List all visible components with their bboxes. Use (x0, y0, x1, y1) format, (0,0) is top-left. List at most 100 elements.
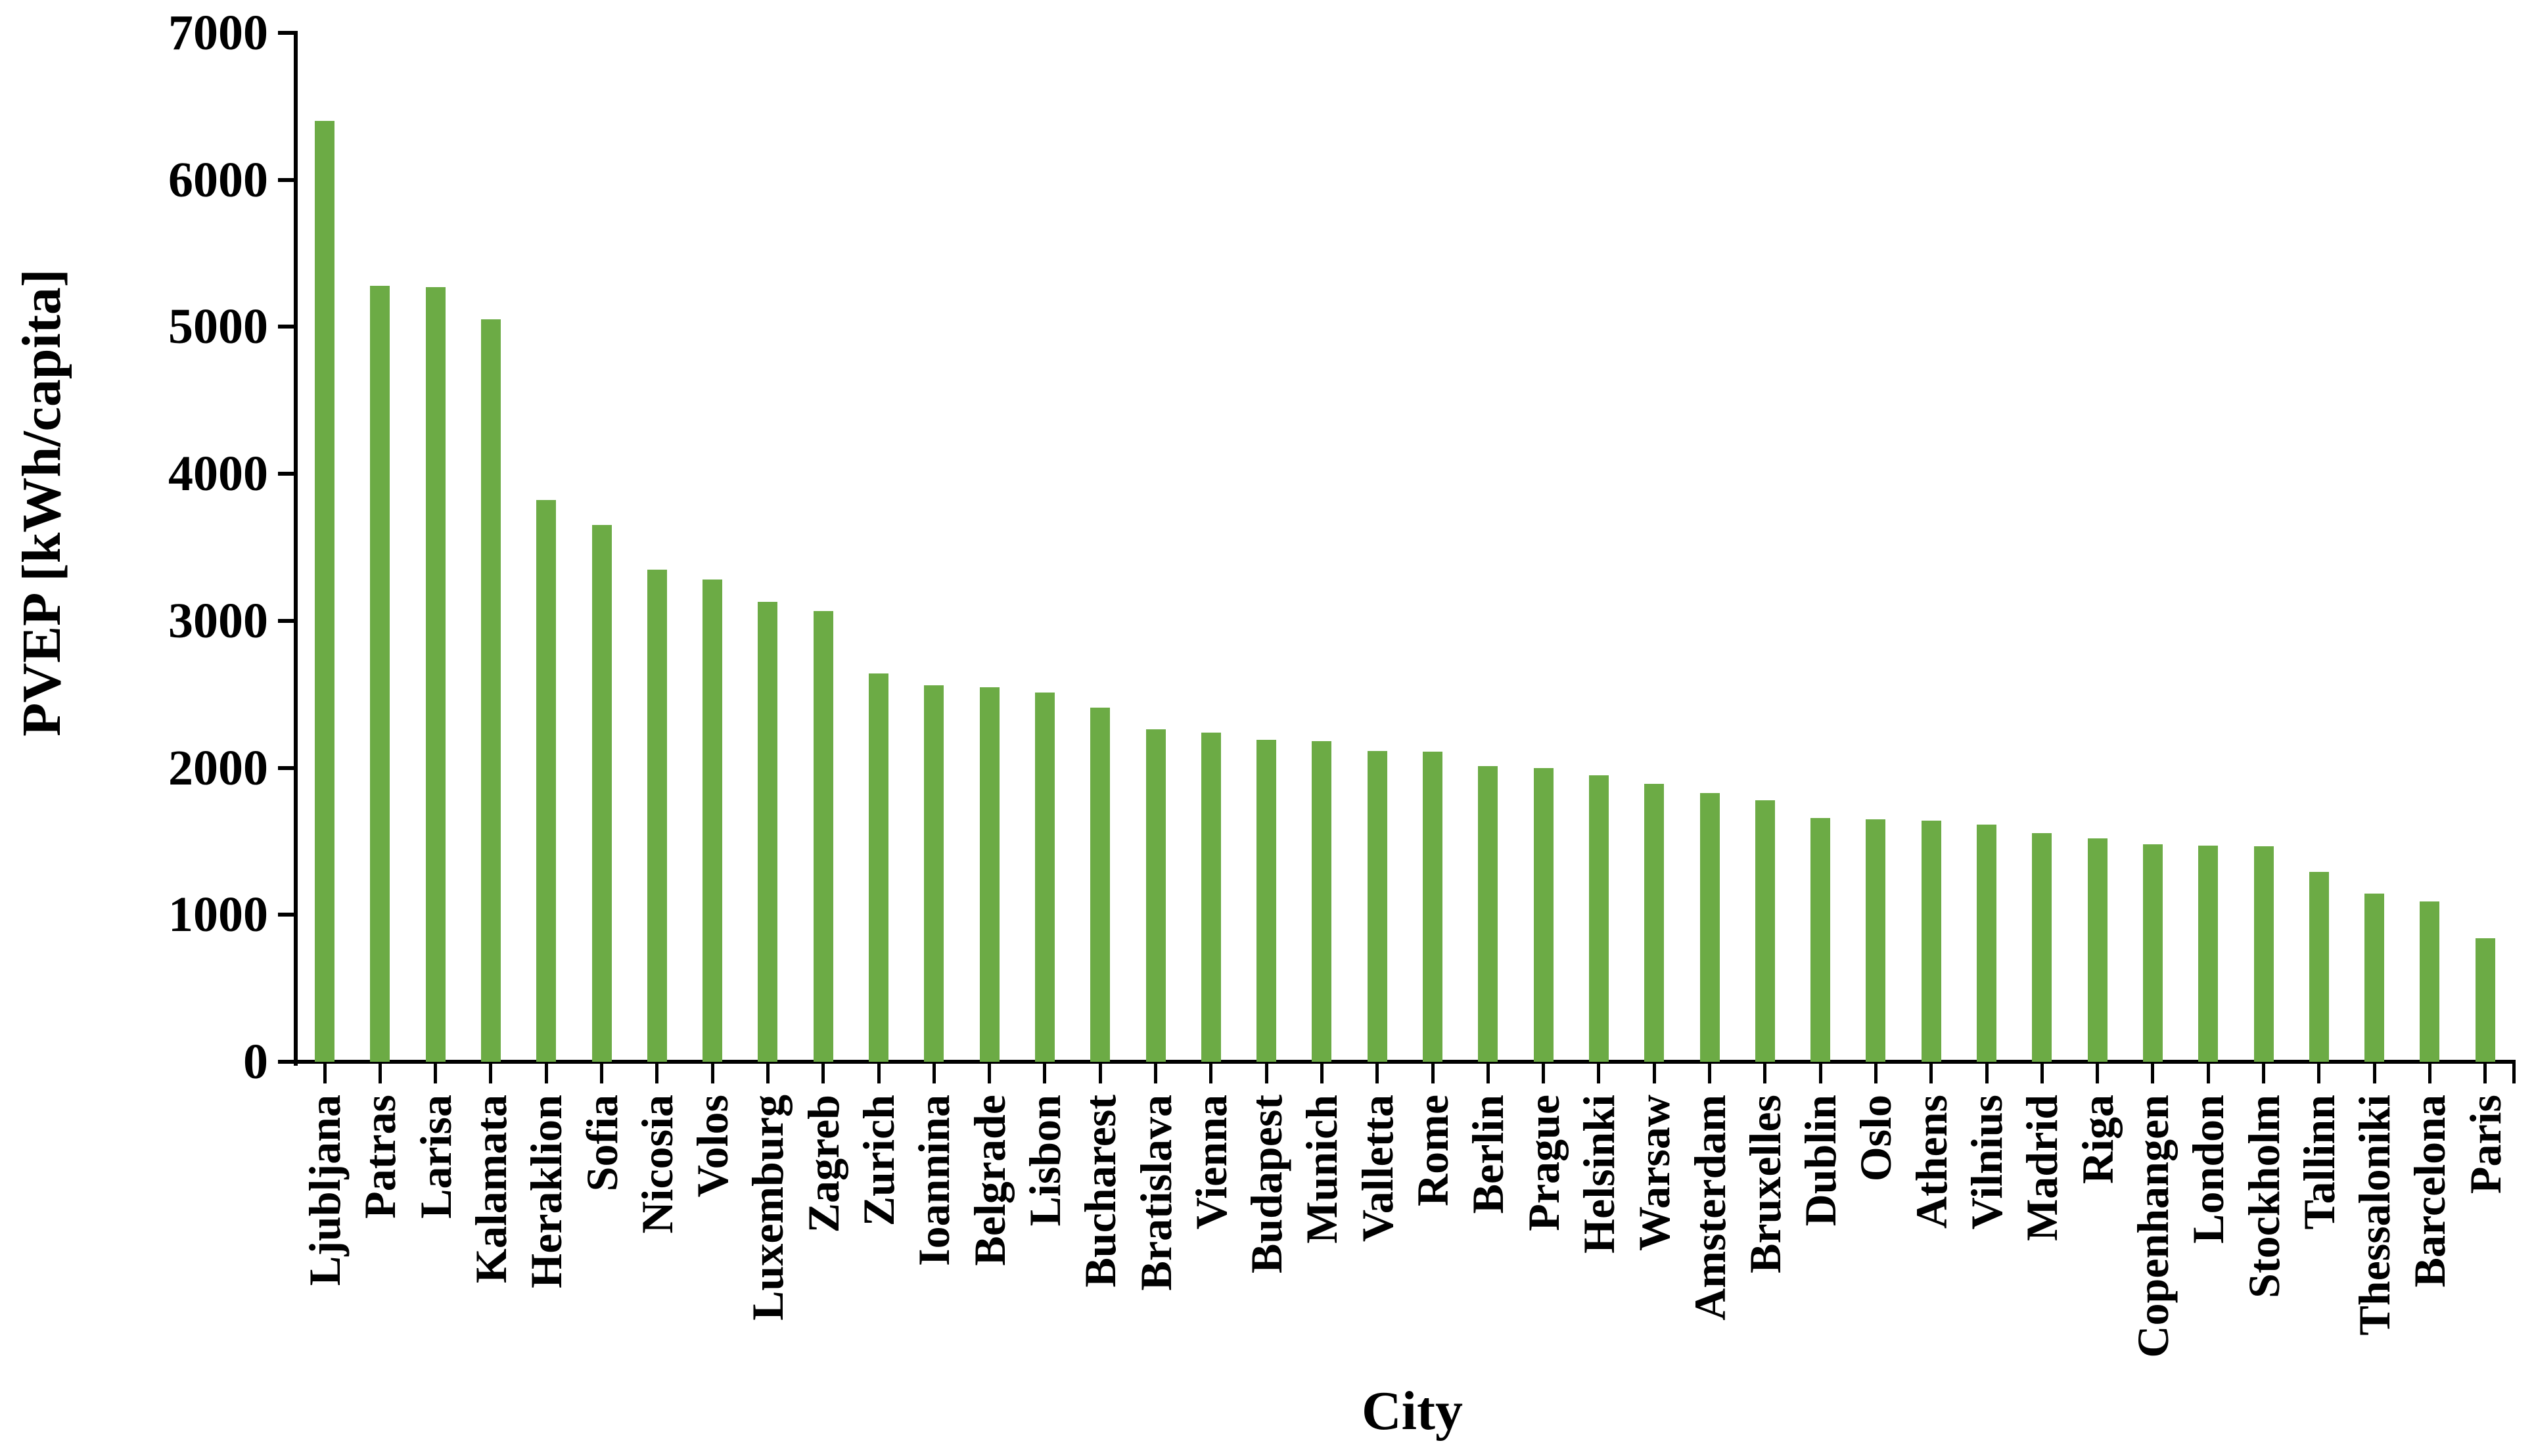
bar (1699, 792, 1720, 1062)
x-tick-mark (2372, 1064, 2376, 1083)
city-label: Dublin (1795, 1095, 1846, 1227)
x-tick-mark (600, 1064, 603, 1083)
city-label: Riga (2072, 1095, 2123, 1184)
city-label: Paris (2460, 1095, 2510, 1194)
bar (2198, 845, 2219, 1062)
city-label: Vienna (1186, 1095, 1236, 1230)
city-label: Bucharest (1075, 1095, 1126, 1288)
bar (1810, 817, 1831, 1062)
bar (1312, 741, 1332, 1062)
bar (979, 687, 1000, 1062)
bar (1367, 750, 1387, 1062)
city-label: Ljubljana (300, 1095, 350, 1286)
x-tick-mark (1209, 1064, 1213, 1083)
bar (1090, 707, 1111, 1062)
x-tick-mark (1043, 1064, 1047, 1083)
x-tick-mark (2428, 1064, 2431, 1083)
x-tick-mark (1154, 1064, 1157, 1083)
x-tick-mark (932, 1064, 936, 1083)
city-label: Heraklion (521, 1095, 572, 1288)
x-tick-mark (1818, 1064, 1822, 1083)
x-tick-mark (1375, 1064, 1379, 1083)
city-label: Luxemburg (743, 1095, 793, 1321)
city-label: London (2183, 1095, 2234, 1244)
x-tick-mark (1542, 1064, 1546, 1083)
x-tick-mark (1874, 1064, 1877, 1083)
city-label: Sofia (576, 1095, 627, 1192)
city-label: Madrid (2017, 1095, 2067, 1241)
y-tick-label: 7000 (168, 5, 268, 60)
bar (924, 685, 944, 1062)
x-tick-mark (1985, 1064, 1989, 1083)
city-label: Ioannina (909, 1095, 959, 1266)
city-label: Oslo (1851, 1095, 1901, 1182)
bar (2087, 838, 2108, 1062)
y-tick-label: 4000 (168, 446, 268, 502)
bar (869, 673, 888, 1062)
x-tick-mark (988, 1064, 992, 1083)
x-tick-mark (2040, 1064, 2044, 1083)
bar (2364, 893, 2385, 1062)
city-label: Kalamata (465, 1095, 516, 1284)
x-tick-mark (1320, 1064, 1324, 1083)
x-tick-mark (2317, 1064, 2321, 1083)
bar (1755, 800, 1775, 1062)
bar (1866, 819, 1886, 1062)
y-tick-label: 6000 (168, 152, 268, 208)
bar (1478, 766, 1498, 1062)
city-label: Amsterdam (1684, 1095, 1735, 1321)
bar (1921, 821, 1941, 1062)
bar (480, 319, 501, 1062)
bar (1588, 775, 1609, 1062)
city-label: Helsinki (1573, 1095, 1624, 1254)
bar (2420, 901, 2440, 1062)
city-label: Nicosia (632, 1095, 682, 1234)
x-tick-mark (2206, 1064, 2210, 1083)
y-tick-mark (278, 325, 296, 329)
bar (591, 525, 612, 1062)
x-tick-mark (710, 1064, 714, 1083)
x-tick-mark (378, 1064, 382, 1083)
bar (1644, 784, 1665, 1062)
y-tick-mark (278, 1060, 296, 1064)
city-label: Athens (1906, 1095, 1956, 1229)
city-label: Belgrade (964, 1095, 1015, 1266)
bar (2309, 872, 2329, 1062)
city-label: Bratislava (1130, 1095, 1181, 1291)
x-tick-mark (766, 1064, 770, 1083)
y-tick-label: 1000 (168, 887, 268, 943)
x-tick-mark (2483, 1064, 2487, 1083)
city-label: Larisa (410, 1095, 461, 1219)
x-tick-mark (1098, 1064, 1102, 1083)
city-label: Thessaloniki (2349, 1095, 2400, 1336)
y-tick-label: 5000 (168, 299, 268, 355)
y-tick-mark (278, 177, 296, 182)
bar (647, 569, 667, 1062)
bar (315, 121, 334, 1062)
bar (1201, 732, 1221, 1062)
x-axis-end-tick (2512, 1064, 2516, 1083)
city-label: Stockholm (2238, 1095, 2289, 1298)
city-label: Bruxelles (1739, 1095, 1790, 1273)
bar (536, 500, 557, 1062)
y-tick-mark (278, 472, 296, 476)
x-tick-mark (1264, 1064, 1268, 1083)
bar (2475, 938, 2495, 1062)
city-label: Warsaw (1629, 1095, 1680, 1251)
bar (1977, 824, 1996, 1062)
bar (1423, 751, 1442, 1062)
bar (370, 285, 390, 1062)
y-tick-label: 0 (243, 1034, 268, 1089)
y-tick-label: 3000 (168, 593, 268, 648)
city-label: Zagreb (798, 1095, 848, 1233)
city-label: Vilnius (1962, 1095, 2012, 1230)
y-axis-title: PVEP [kWh/capita] (11, 269, 72, 737)
bar (2032, 833, 2052, 1062)
bar (758, 601, 778, 1062)
x-tick-mark (489, 1064, 493, 1083)
x-axis-title: City (1362, 1380, 1463, 1442)
y-tick-mark (278, 765, 296, 770)
x-tick-mark (1431, 1064, 1435, 1083)
x-tick-mark (323, 1064, 327, 1083)
